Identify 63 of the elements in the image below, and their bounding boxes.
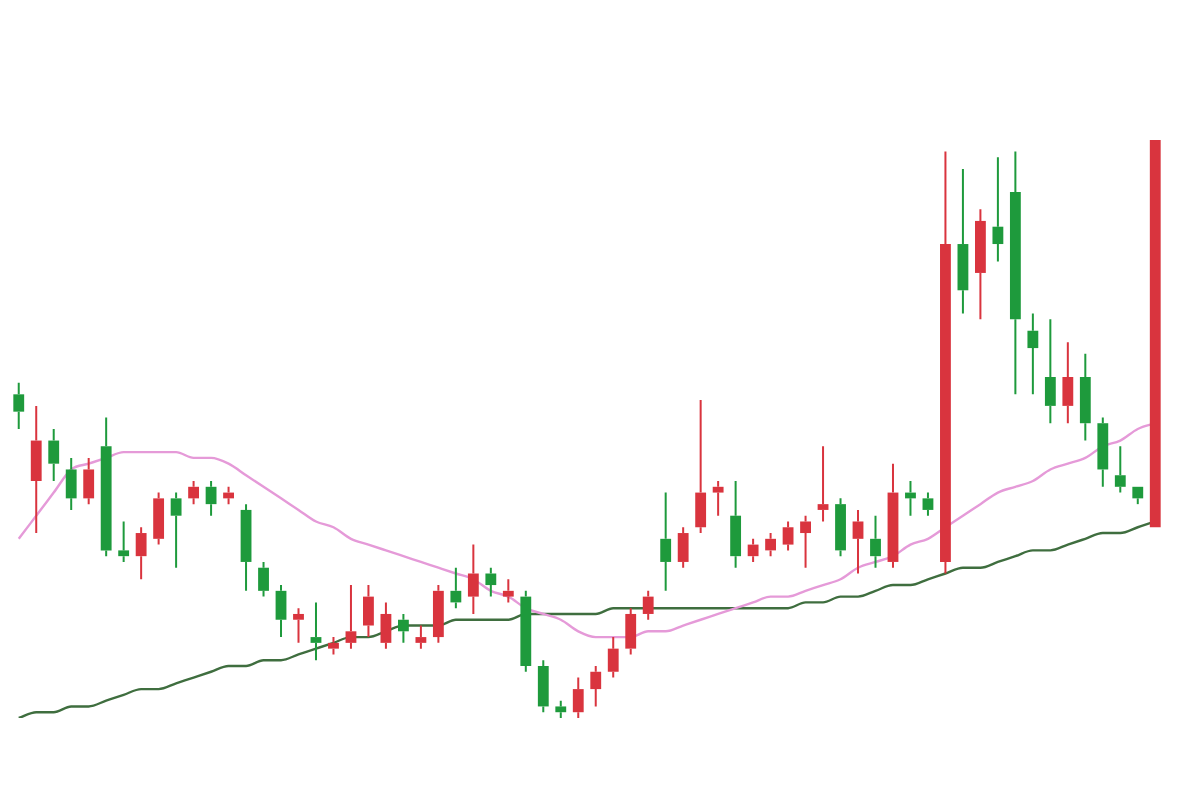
candlestick [887, 462, 899, 569]
candlestick [153, 491, 165, 546]
candlestick [957, 167, 969, 315]
candlestick [1132, 486, 1144, 506]
candlestick [782, 520, 794, 552]
candlestick [555, 699, 567, 719]
candlestick [835, 497, 846, 558]
candlestick [695, 399, 707, 535]
candlestick [1027, 312, 1039, 396]
candlestick [940, 150, 951, 575]
candlestick [502, 578, 514, 604]
candlestick [48, 428, 60, 483]
candlestick [817, 445, 829, 523]
candlestick [450, 566, 462, 610]
candlestick [1114, 445, 1126, 494]
candlestick [765, 532, 777, 558]
candlestick [258, 560, 269, 598]
candlestick [397, 612, 409, 644]
candlestick [747, 537, 759, 563]
candlestick [188, 480, 200, 506]
candlestick [590, 664, 602, 708]
candlestick [310, 601, 322, 662]
candlestick [1009, 150, 1021, 396]
candlestick [380, 601, 392, 650]
candlestick [13, 381, 25, 430]
candlestick [275, 584, 287, 639]
candlestick [1062, 341, 1074, 425]
candlestick [467, 543, 479, 615]
candlestick [537, 659, 549, 714]
candlestick [712, 480, 724, 517]
candlestick [922, 491, 934, 517]
candlestick [485, 566, 497, 598]
candlestick [170, 491, 182, 569]
candlestick [1079, 352, 1091, 442]
candlestick [432, 584, 444, 644]
candlestick [642, 589, 654, 621]
candlestick [625, 607, 637, 656]
candlestick [660, 491, 672, 592]
candlestick [135, 526, 147, 581]
candlestick [730, 480, 742, 569]
candlestick [345, 584, 357, 650]
candlestick [100, 416, 112, 558]
candlestick [83, 456, 95, 506]
candlestick [607, 636, 619, 679]
candlestick [677, 526, 689, 569]
candlestick [240, 503, 252, 592]
candlestick [363, 584, 374, 639]
candlestick [852, 508, 864, 575]
candlestick [572, 676, 584, 719]
candlestick [974, 208, 986, 321]
candlestick [65, 456, 77, 511]
candlestick [415, 624, 427, 650]
candlestick [1044, 318, 1056, 425]
candlestick [870, 514, 881, 569]
candlestick [800, 514, 811, 569]
candlestick [328, 636, 339, 656]
candlestick [992, 156, 1004, 263]
candlestick [205, 480, 217, 517]
candlestick [293, 607, 304, 644]
candlestick [1097, 416, 1109, 488]
candlestick [118, 520, 130, 563]
candlestick [30, 404, 42, 535]
candlestick [520, 589, 532, 673]
